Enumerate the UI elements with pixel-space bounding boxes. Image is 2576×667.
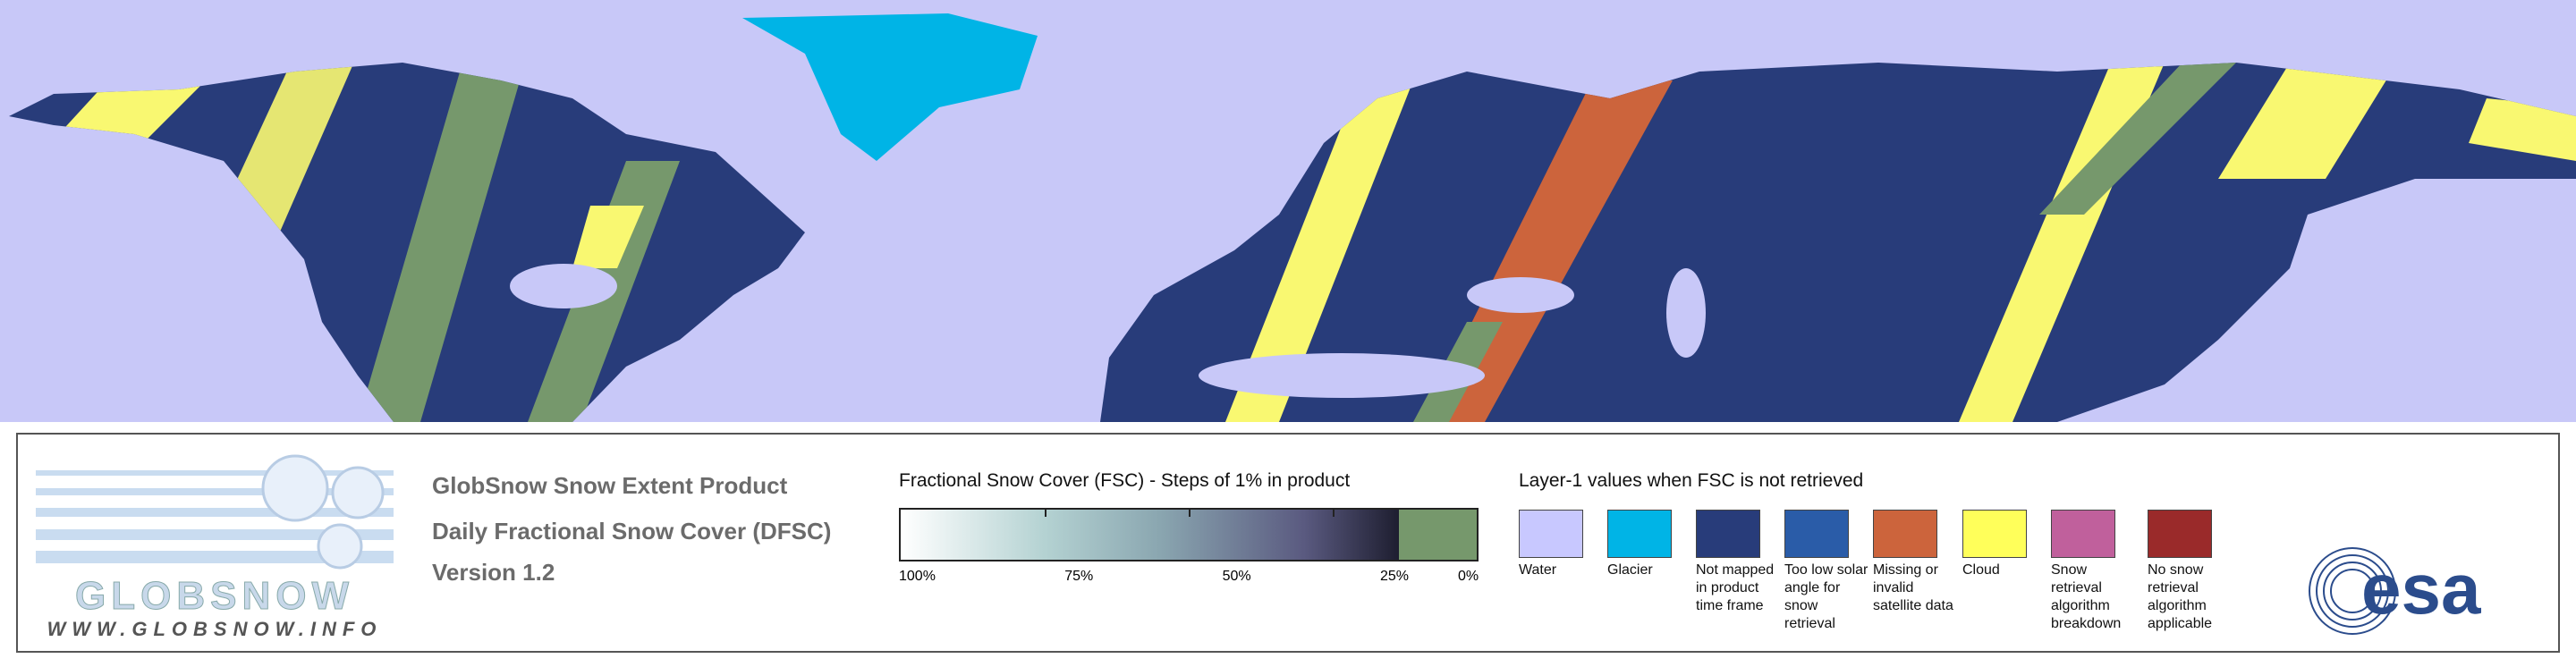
legend-swatch [1696,510,1760,558]
legend-label: Glacier [1607,562,1653,578]
legend-label: No snow retrieval algorithm applicable [2148,562,2213,631]
fsc-ticks: 100% 75% 50% 25% [899,569,1409,585]
legend-swatch [1784,510,1849,558]
legend-label: Cloud [1962,562,2000,578]
agency: esa [2361,549,2481,629]
map [0,0,2576,422]
product-subtitle: Daily Fractional Snow Cover (DFSC) [432,518,832,545]
globsnow-logo: GLOBSNOW WWW.GLOBSNOW.INFO [36,454,394,640]
legend-swatch [1873,510,1937,558]
legend-label: Not mapped in product time frame [1696,562,1775,613]
layer1-title: Layer-1 values when FSC is not retrieved [1519,470,1864,491]
fsc-tick-label: 100% [899,569,936,584]
greenland [742,13,1038,161]
legend-swatch [1607,510,1672,558]
legend-label: Too low solar angle for snow retrieval [1784,562,1868,631]
legend-swatch [2148,510,2212,558]
legend-swatch [1962,510,2027,558]
product-title: GlobSnow Snow Extent Product [432,472,788,499]
fsc-colorbar [899,508,1479,561]
fsc-tick-label: 0% [1458,569,1479,584]
fsc-tick-label: 25% [1379,569,1409,584]
fsc-title: Fractional Snow Cover (FSC) - Steps of 1… [899,470,1351,491]
product-version: Version 1.2 [432,559,555,586]
legend-swatch [1519,510,1583,558]
legend-label: Snow retrieval algorithm breakdown [2051,562,2122,631]
legend-label: Water [1519,562,1557,578]
legend-swatch [2051,510,2115,558]
legend-label: Missing or invalid satellite data [1873,562,1953,613]
inland-sea [1666,268,1706,358]
inland-sea [1199,353,1485,398]
inland-sea [1467,277,1574,313]
esa-logo: esa [2309,547,2481,635]
fsc-tick-label: 50% [1222,569,1251,584]
logo-url: WWW.GLOBSNOW.INFO [47,618,383,640]
lake [510,264,617,308]
legend: GLOBSNOW WWW.GLOBSNOW.INFO GlobSnow Snow… [16,433,2560,653]
logo-name: GLOBSNOW [75,574,354,618]
fsc-tick-label: 75% [1064,569,1094,584]
